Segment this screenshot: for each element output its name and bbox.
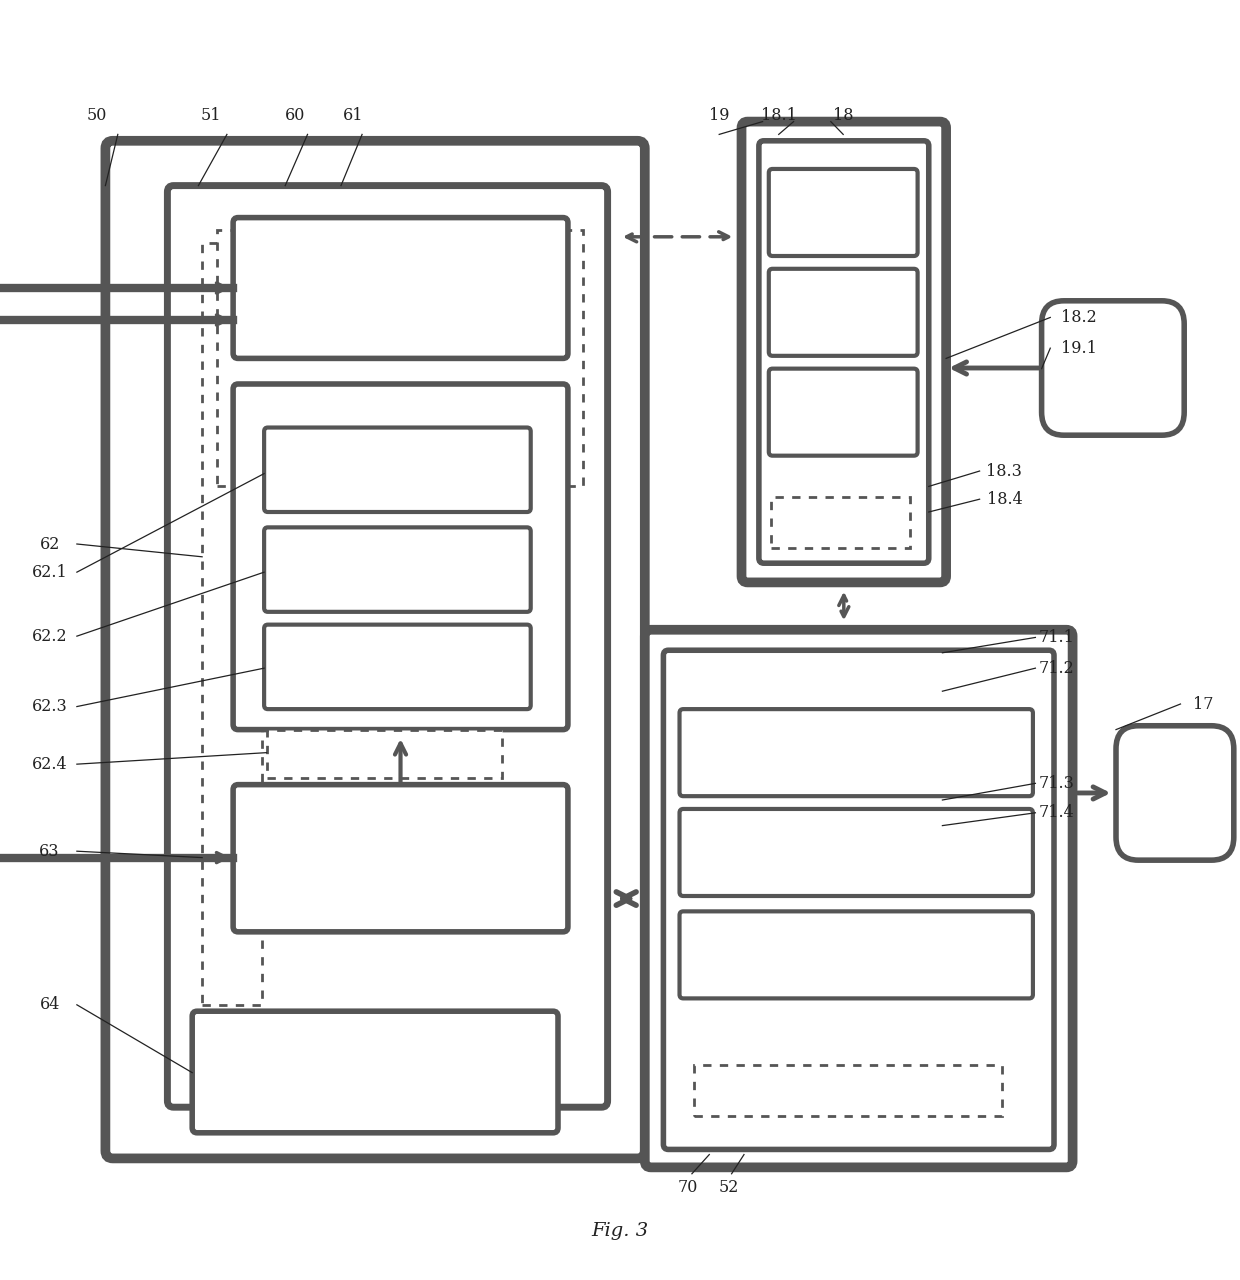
Bar <box>267 730 502 778</box>
FancyBboxPatch shape <box>264 625 531 709</box>
FancyBboxPatch shape <box>663 650 1054 1149</box>
Text: 61: 61 <box>343 106 363 124</box>
FancyBboxPatch shape <box>105 141 645 1158</box>
Text: 60: 60 <box>285 106 305 124</box>
Text: 62.2: 62.2 <box>32 627 67 645</box>
Text: 71.4: 71.4 <box>1039 804 1074 822</box>
Text: 19: 19 <box>709 106 729 124</box>
Text: 63: 63 <box>40 842 60 860</box>
Text: 51: 51 <box>201 106 221 124</box>
Text: 64: 64 <box>40 996 60 1014</box>
Bar <box>771 497 910 548</box>
FancyBboxPatch shape <box>742 122 946 582</box>
Text: 18.1: 18.1 <box>761 106 796 124</box>
Text: 17: 17 <box>1193 695 1213 713</box>
FancyBboxPatch shape <box>680 809 1033 896</box>
Text: 50: 50 <box>87 106 107 124</box>
Text: 71.1: 71.1 <box>1039 628 1074 646</box>
Text: Fig. 3: Fig. 3 <box>591 1222 649 1240</box>
FancyBboxPatch shape <box>769 269 918 356</box>
Bar <box>202 243 262 1005</box>
FancyBboxPatch shape <box>233 785 568 932</box>
FancyBboxPatch shape <box>233 384 568 730</box>
FancyBboxPatch shape <box>192 1011 558 1133</box>
FancyBboxPatch shape <box>680 709 1033 796</box>
Text: 19.1: 19.1 <box>1061 339 1096 357</box>
FancyBboxPatch shape <box>645 630 1073 1167</box>
FancyBboxPatch shape <box>264 428 531 512</box>
FancyBboxPatch shape <box>680 911 1033 998</box>
FancyBboxPatch shape <box>1116 726 1234 860</box>
FancyBboxPatch shape <box>769 169 918 256</box>
FancyBboxPatch shape <box>769 369 918 456</box>
Text: 18.3: 18.3 <box>987 462 1022 480</box>
Text: 71.2: 71.2 <box>1039 659 1074 677</box>
Bar <box>217 230 583 486</box>
Text: 18.4: 18.4 <box>987 490 1022 508</box>
Text: 62: 62 <box>40 535 60 553</box>
Text: 52: 52 <box>719 1179 739 1197</box>
Text: 71.3: 71.3 <box>1039 774 1074 792</box>
FancyBboxPatch shape <box>167 186 608 1107</box>
FancyBboxPatch shape <box>264 527 531 612</box>
FancyBboxPatch shape <box>759 141 929 563</box>
FancyBboxPatch shape <box>233 218 568 358</box>
Bar <box>694 1065 1002 1116</box>
Text: 70: 70 <box>678 1179 698 1197</box>
Text: 62.4: 62.4 <box>32 755 67 773</box>
Text: 18.2: 18.2 <box>1061 308 1096 326</box>
FancyBboxPatch shape <box>1042 301 1184 435</box>
Text: 18: 18 <box>833 106 853 124</box>
Text: 62.3: 62.3 <box>32 698 67 716</box>
Text: 62.1: 62.1 <box>32 563 67 581</box>
